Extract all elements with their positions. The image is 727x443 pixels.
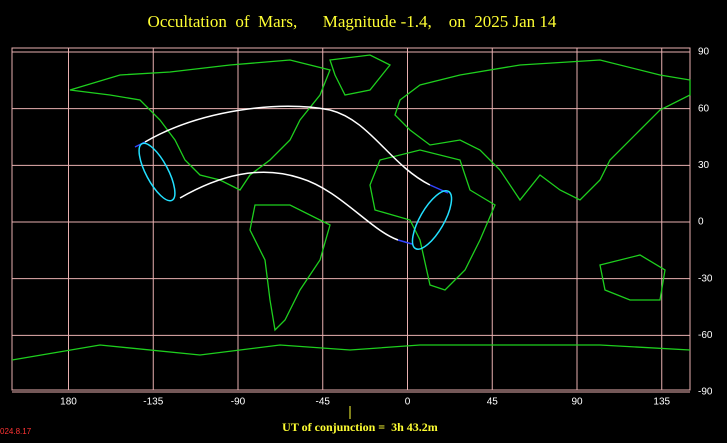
x-tick-label: -45 bbox=[316, 397, 331, 408]
title: Occultation of Mars, Magnitude -1.4, on … bbox=[148, 12, 557, 31]
footer: UT of conjunction = 3h 43.2m bbox=[282, 420, 438, 434]
x-tick-label: 45 bbox=[487, 397, 499, 408]
x-tick-label: -90 bbox=[231, 397, 246, 408]
y-tick-label: 90 bbox=[698, 47, 710, 58]
y-tick-label: -60 bbox=[698, 330, 713, 341]
map-frame bbox=[11, 47, 691, 391]
y-tick-label: 0 bbox=[698, 217, 704, 228]
x-tick-label: 135 bbox=[653, 397, 670, 408]
version: 024.8.17 bbox=[0, 427, 32, 436]
occultation-track bbox=[134, 105, 453, 250]
x-tick-label: 0 bbox=[405, 397, 411, 408]
y-tick-label: 30 bbox=[698, 160, 710, 171]
coastlines bbox=[11, 54, 691, 361]
y-tick-label: -90 bbox=[698, 387, 713, 398]
y-tick-label: 60 bbox=[698, 103, 710, 114]
x-tick-label: 180 bbox=[60, 397, 77, 408]
y-tick-label: -30 bbox=[698, 273, 713, 284]
x-tick-label: 90 bbox=[571, 397, 583, 408]
x-tick-label: -135 bbox=[143, 397, 163, 408]
